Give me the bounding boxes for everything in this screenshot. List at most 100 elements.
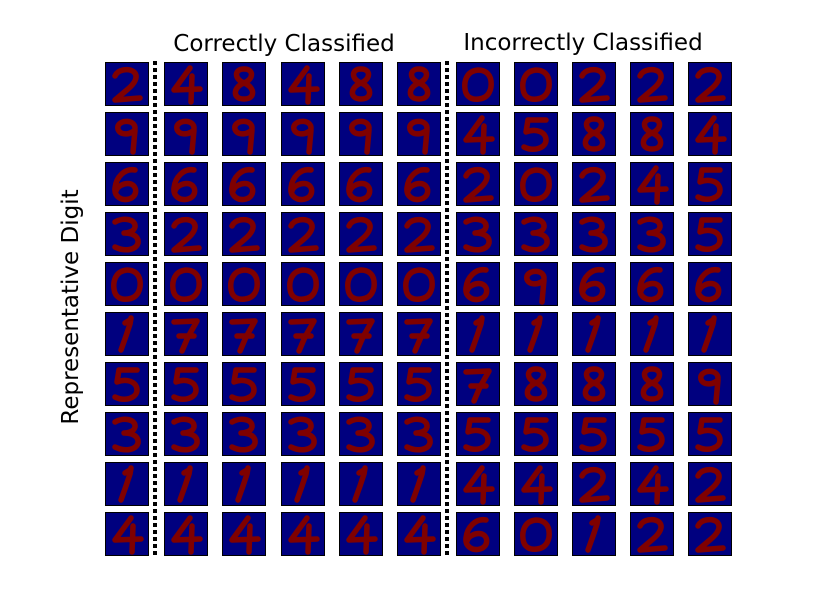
- digit-stroke-9: [232, 118, 255, 155]
- correct-digit-9: [222, 112, 266, 156]
- incorrect-digit-5: [688, 412, 732, 456]
- incorrect-digit-9: [514, 262, 558, 306]
- digit-stroke-2: [579, 166, 610, 203]
- incorrect-digit-5: [572, 412, 616, 456]
- digit-stroke-6: [288, 167, 315, 203]
- correct-digit-2: [281, 212, 325, 256]
- correct-digit-1: [222, 462, 266, 506]
- digit-stroke-7: [346, 318, 375, 354]
- digit-stroke-4: [637, 465, 669, 505]
- digit-stroke-7: [404, 318, 433, 354]
- incorrect-digit-6: [456, 512, 500, 556]
- digit-stroke-1: [643, 315, 659, 353]
- digit-stroke-9: [407, 118, 430, 155]
- incorrect-digit-5: [688, 212, 732, 256]
- digit-stroke-2: [695, 466, 726, 503]
- digit-stroke-3: [112, 416, 141, 453]
- correct-digit-1: [339, 462, 383, 506]
- digit-stroke-3: [288, 416, 317, 453]
- correct-digit-0: [339, 262, 383, 306]
- correct-digit-8: [397, 62, 441, 106]
- digit-stroke-5: [695, 417, 723, 452]
- incorrect-digit-6: [688, 262, 732, 306]
- digit-stroke-9: [349, 118, 372, 155]
- representative-digit-5: [105, 362, 149, 406]
- representative-digit-4: [105, 512, 149, 556]
- correct-digit-1: [164, 462, 208, 506]
- correct-digit-5: [222, 362, 266, 406]
- digit-stroke-3: [521, 216, 550, 253]
- correct-digit-4: [339, 512, 383, 556]
- correct-digit-9: [164, 112, 208, 156]
- digit-stroke-4: [463, 465, 495, 505]
- correct-digit-1: [397, 462, 441, 506]
- digit-stroke-1: [585, 515, 601, 553]
- digit-stroke-4: [288, 515, 320, 555]
- incorrect-digit-4: [688, 112, 732, 156]
- digit-stroke-0: [403, 267, 435, 302]
- incorrect-digit-8: [572, 362, 616, 406]
- digit-stroke-8: [524, 366, 548, 402]
- digit-stroke-5: [229, 367, 257, 402]
- heading-incorrectly-classified: Incorrectly Classified: [463, 30, 702, 56]
- incorrect-digit-7: [456, 362, 500, 406]
- digit-stroke-8: [582, 116, 606, 152]
- correct-digit-6: [339, 162, 383, 206]
- representative-digit-9: [105, 112, 149, 156]
- digit-stroke-5: [521, 117, 549, 152]
- correct-digit-7: [339, 312, 383, 356]
- digit-stroke-1: [118, 465, 134, 503]
- incorrect-digit-8: [630, 362, 674, 406]
- digit-stroke-2: [695, 516, 726, 553]
- incorrect-digit-6: [630, 262, 674, 306]
- correct-digit-2: [339, 212, 383, 256]
- digit-stroke-4: [695, 115, 727, 155]
- correct-digit-9: [281, 112, 325, 156]
- digit-stroke-6: [463, 517, 490, 553]
- digit-stroke-1: [352, 465, 368, 503]
- digit-stroke-0: [520, 517, 552, 552]
- digit-stroke-4: [404, 515, 436, 555]
- digit-stroke-3: [404, 416, 433, 453]
- correct-digit-2: [164, 212, 208, 256]
- incorrect-digit-2: [688, 512, 732, 556]
- digit-stroke-7: [288, 318, 317, 354]
- incorrect-digit-8: [572, 112, 616, 156]
- incorrect-digit-3: [514, 212, 558, 256]
- incorrect-digit-4: [630, 462, 674, 506]
- representative-digit-1: [105, 312, 149, 356]
- digit-stroke-2: [112, 66, 143, 103]
- digit-stroke-6: [346, 167, 373, 203]
- representative-digit-0: [105, 262, 149, 306]
- digit-stroke-1: [701, 315, 717, 353]
- digit-stroke-2: [346, 216, 377, 253]
- digit-stroke-4: [346, 515, 378, 555]
- digit-stroke-6: [695, 267, 722, 303]
- correct-digit-0: [164, 262, 208, 306]
- incorrect-digit-5: [456, 412, 500, 456]
- correct-digit-0: [281, 262, 325, 306]
- digit-stroke-8: [232, 66, 256, 102]
- digit-stroke-0: [228, 267, 260, 302]
- correct-digit-4: [164, 512, 208, 556]
- digit-stroke-7: [463, 368, 492, 404]
- digit-stroke-6: [579, 267, 606, 303]
- incorrect-digit-1: [688, 312, 732, 356]
- representative-digit-2: [105, 62, 149, 106]
- digit-stroke-6: [171, 167, 198, 203]
- incorrect-digit-3: [456, 212, 500, 256]
- digit-stroke-3: [346, 416, 375, 453]
- incorrect-digit-5: [514, 412, 558, 456]
- digit-stroke-0: [111, 267, 143, 302]
- digit-stroke-4: [229, 515, 261, 555]
- correct-digit-3: [339, 412, 383, 456]
- representative-digit-3: [105, 412, 149, 456]
- digit-stroke-5: [695, 217, 723, 252]
- incorrect-digit-1: [630, 312, 674, 356]
- digit-stroke-2: [579, 66, 610, 103]
- digit-stroke-9: [698, 368, 721, 405]
- digit-stroke-2: [695, 66, 726, 103]
- incorrect-digit-6: [456, 262, 500, 306]
- heading-correctly-classified: Correctly Classified: [173, 31, 394, 57]
